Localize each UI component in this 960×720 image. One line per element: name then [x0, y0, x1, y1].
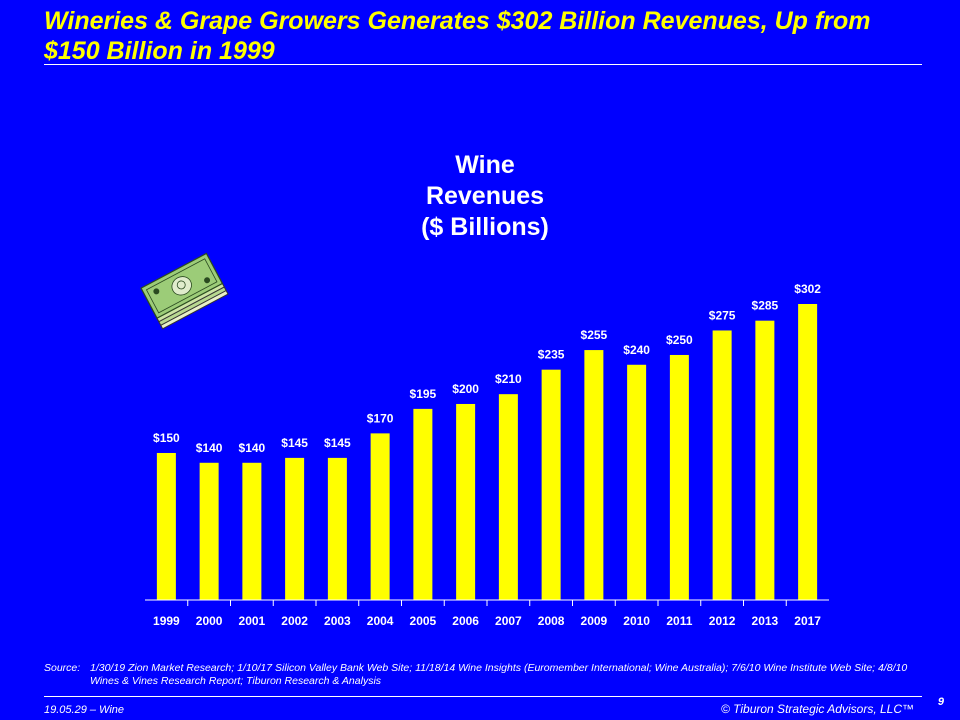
x-tick-label-2003: 2003	[324, 614, 351, 628]
data-label-2011: $250	[666, 333, 693, 347]
x-tick-label-2011: 2011	[666, 614, 692, 628]
data-label-2000: $140	[196, 441, 223, 455]
x-tick-label-2012: 2012	[709, 614, 736, 628]
bar-2008	[541, 369, 561, 600]
bar-2013	[755, 320, 775, 600]
bar-2000	[199, 462, 219, 600]
bar-2002	[285, 457, 305, 600]
x-tick-label-2000: 2000	[196, 614, 223, 628]
footer-copyright: © Tiburon Strategic Advisors, LLC™	[720, 702, 914, 716]
data-label-2017: $302	[794, 282, 821, 296]
bar-2009	[584, 350, 604, 600]
footer-date: 19.05.29 – Wine	[44, 704, 125, 716]
bar-1999	[156, 452, 176, 600]
bar-2001	[242, 462, 262, 600]
data-label-2006: $200	[452, 382, 479, 396]
data-label-2004: $170	[367, 411, 394, 425]
chart-title: Wine Revenues ($ Billions)	[335, 150, 635, 243]
data-label-2007: $210	[495, 372, 522, 386]
data-label-1999: $150	[153, 431, 180, 445]
bar-2003	[327, 457, 347, 600]
x-tick-label-2001: 2001	[239, 614, 266, 628]
bar-2004	[370, 433, 390, 600]
data-label-2005: $195	[410, 387, 437, 401]
data-label-2008: $235	[538, 348, 565, 362]
source-note: Source: 1/30/19 Zion Market Research; 1/1…	[44, 662, 924, 688]
chart-title-line-2: Revenues	[425, 182, 545, 210]
chart-title-line-1: Wine	[455, 151, 515, 179]
x-tick-label-2010: 2010	[623, 614, 650, 628]
x-tick-label-2005: 2005	[410, 614, 437, 628]
source-text: 1/30/19 Zion Market Research; 1/10/17 Si…	[90, 662, 908, 687]
footer-divider	[44, 696, 922, 697]
x-tick-label-2013: 2013	[752, 614, 779, 628]
page-number: 9	[937, 696, 944, 708]
data-label-2003: $145	[324, 436, 351, 450]
bar-2017	[798, 304, 818, 600]
x-tick-label-1999: 1999	[153, 614, 180, 628]
bar-2006	[456, 403, 476, 600]
data-label-2002: $145	[281, 436, 308, 450]
source-label: Source:	[44, 662, 81, 674]
money-stack-icon	[140, 252, 229, 330]
bar-2012	[712, 330, 732, 600]
data-label-2010: $240	[623, 343, 650, 357]
data-label-2012: $275	[709, 308, 736, 322]
slide-title: Wineries & Grape Growers Generates $302 …	[44, 7, 871, 65]
x-tick-label-2009: 2009	[581, 614, 608, 628]
x-tick-label-2008: 2008	[538, 614, 565, 628]
title-divider	[44, 64, 922, 65]
bar-2005	[413, 408, 433, 600]
chart-title-line-3: ($ Billions)	[421, 213, 549, 241]
bar-2010	[627, 364, 647, 600]
x-tick-label-2002: 2002	[281, 614, 308, 628]
data-label-2001: $140	[239, 441, 266, 455]
bar-2011	[669, 354, 689, 600]
bar-2007	[498, 394, 518, 600]
data-label-2009: $255	[581, 328, 608, 342]
x-tick-label-2017: 2017	[794, 614, 821, 628]
x-tick-label-2004: 2004	[367, 614, 394, 628]
data-label-2013: $285	[752, 299, 779, 313]
x-tick-label-2007: 2007	[495, 614, 522, 628]
x-tick-label-2006: 2006	[452, 614, 479, 628]
